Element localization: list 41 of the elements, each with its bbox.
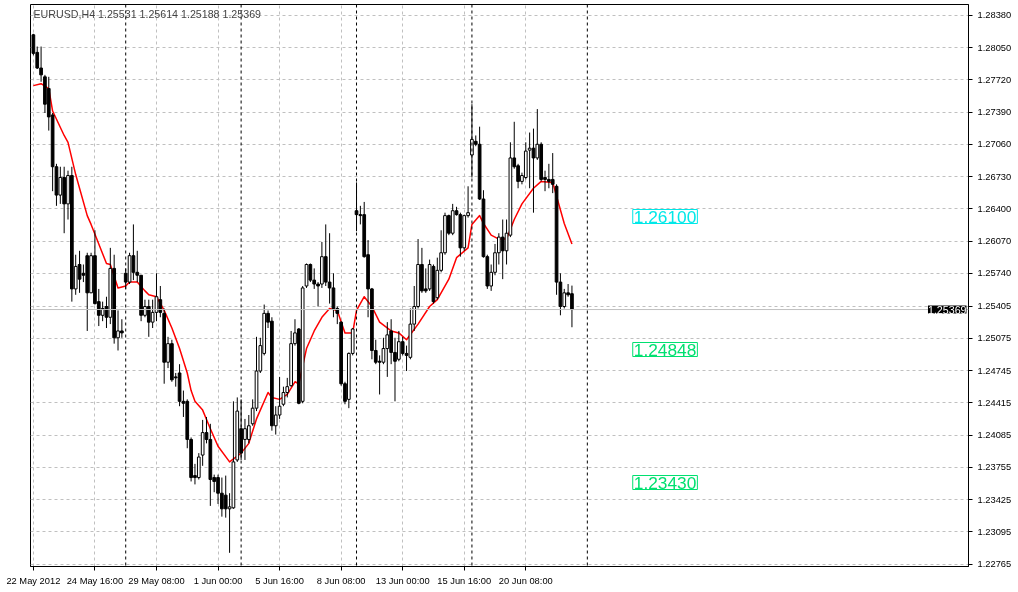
y-tick-label: 1.25075 bbox=[977, 333, 1012, 344]
y-tick-label: 1.26400 bbox=[977, 203, 1012, 214]
x-tick-label: 15 Jun 16:00 bbox=[437, 575, 492, 586]
y-tick-label: 1.22765 bbox=[977, 559, 1012, 570]
x-tick-label: 1 Jun 00:00 bbox=[193, 575, 243, 586]
candlestick bbox=[385, 321, 390, 378]
line-series bbox=[32, 82, 573, 463]
x-tick-label: 24 May 16:00 bbox=[66, 575, 124, 586]
x-tick-label: 22 May 2012 bbox=[6, 575, 61, 586]
x-tick-label: 8 Jun 08:00 bbox=[316, 575, 366, 586]
y-tick-label: 1.26730 bbox=[977, 171, 1012, 182]
candlestick bbox=[547, 163, 551, 189]
y-tick-label: 1.28050 bbox=[977, 42, 1012, 53]
y-tick-label: 1.27390 bbox=[977, 107, 1012, 118]
y-tick-label: 1.23095 bbox=[977, 526, 1012, 537]
candlestick bbox=[220, 477, 224, 518]
text: 1.23430 bbox=[633, 472, 697, 493]
x-tick-label: 29 May 08:00 bbox=[128, 575, 185, 586]
candlestick bbox=[570, 285, 574, 328]
y-tick-label: 1.26070 bbox=[977, 236, 1012, 247]
y-tick-label: 1.24085 bbox=[977, 430, 1012, 441]
y-tick-label: 1.23425 bbox=[977, 494, 1012, 505]
y-tick-label: 1.27720 bbox=[977, 74, 1012, 85]
x-tick-label: 5 Jun 16:00 bbox=[255, 575, 304, 586]
y-tick-label: 1.25405 bbox=[977, 301, 1012, 312]
x-tick-label: 20 Jun 08:00 bbox=[498, 575, 553, 586]
y-tick-label: 1.23755 bbox=[977, 462, 1012, 473]
candlestick bbox=[500, 219, 505, 280]
chart-title: EURUSD,H4 1.25531 1.25614 1.25188 1.25369 bbox=[33, 7, 262, 20]
text: 1.26100 bbox=[633, 206, 697, 227]
candlestick bbox=[531, 128, 536, 214]
y-tick-label: 1.24745 bbox=[977, 365, 1012, 376]
x-tick-label: 13 Jun 00:00 bbox=[375, 575, 430, 586]
y-tick-label: 1.28380 bbox=[977, 10, 1012, 21]
y-tick-label: 1.24415 bbox=[977, 397, 1012, 408]
text: 1.24848 bbox=[633, 339, 697, 360]
candlestick bbox=[58, 166, 63, 205]
y-tick-label: 1.25740 bbox=[977, 268, 1012, 279]
ref-line-label: 1.25369 bbox=[927, 303, 967, 316]
candlestick bbox=[131, 223, 136, 281]
y-tick-label: 1.27060 bbox=[977, 139, 1012, 150]
